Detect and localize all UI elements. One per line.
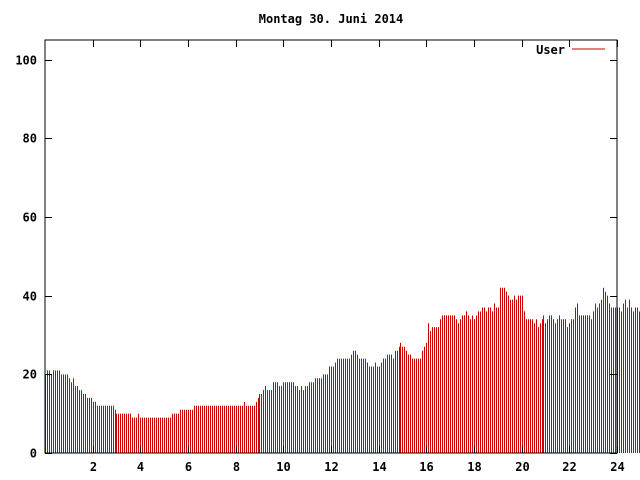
x-tick-label: 24 xyxy=(610,460,624,474)
y-tick-label: 100 xyxy=(15,54,37,68)
x-tick-label: 2 xyxy=(90,460,97,474)
legend-label-user: User xyxy=(536,43,565,57)
chart-title: Montag 30. Juni 2014 xyxy=(259,12,404,26)
x-tick-label: 20 xyxy=(515,460,529,474)
y-axis-ticks: 0 20 40 60 80 100 xyxy=(15,54,617,461)
y-tick-label: 60 xyxy=(23,211,37,225)
y-tick-label: 0 xyxy=(30,447,37,461)
x-tick-label: 6 xyxy=(185,460,192,474)
x-tick-label: 16 xyxy=(419,460,433,474)
x-tick-label: 4 xyxy=(137,460,144,474)
bar-series-user xyxy=(45,287,640,453)
x-tick-label: 8 xyxy=(233,460,240,474)
x-tick-label: 22 xyxy=(562,460,576,474)
x-tick-label: 18 xyxy=(467,460,481,474)
x-tick-label: 10 xyxy=(276,460,290,474)
plot-frame xyxy=(44,39,618,454)
y-tick-label: 40 xyxy=(23,290,37,304)
y-tick-label: 20 xyxy=(23,368,37,382)
y-tick-label: 80 xyxy=(23,132,37,146)
x-axis-ticks: 2 4 6 8 10 12 14 16 18 20 22 24 xyxy=(90,40,625,474)
legend: User xyxy=(536,43,605,57)
x-tick-label: 14 xyxy=(372,460,386,474)
x-tick-label: 12 xyxy=(324,460,338,474)
